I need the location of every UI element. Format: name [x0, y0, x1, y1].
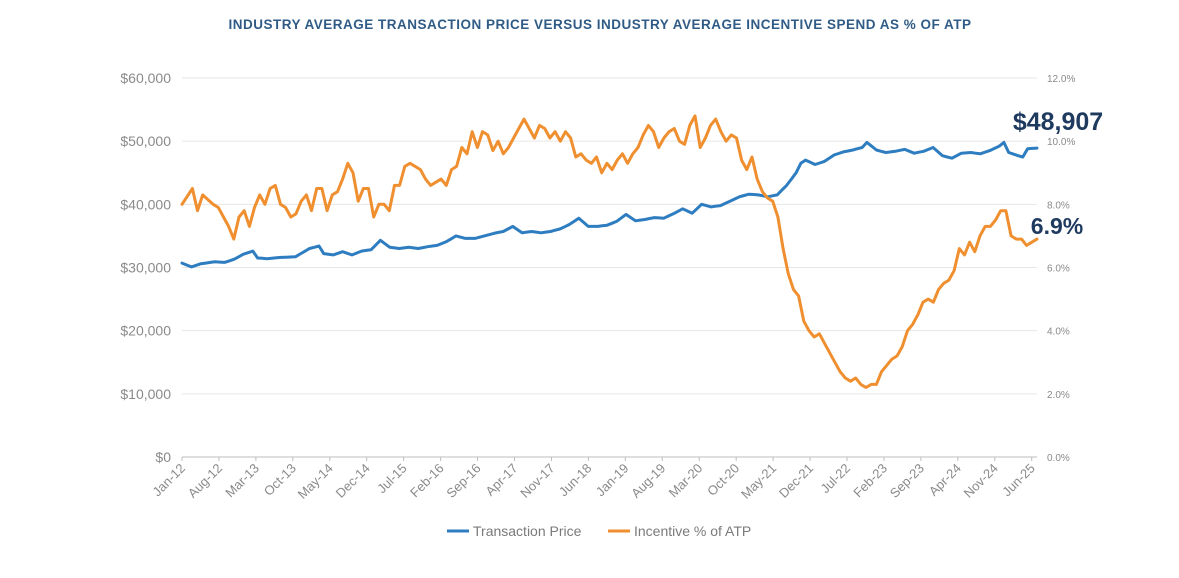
y-axis-right: 0.0% 2.0% 4.0% 6.0% 8.0% 10.0% 12.0% [1047, 74, 1075, 464]
x-tick-label: Jan-12 [149, 461, 188, 500]
y-right-tick-label: 0.0% [1047, 453, 1070, 464]
y-right-tick-label: 4.0% [1047, 327, 1070, 338]
y-right-tick-label: 10.0% [1047, 137, 1075, 148]
y-left-tick-label: $40,000 [120, 196, 171, 212]
x-tick-label: May-21 [738, 461, 779, 502]
y-left-tick-label: $10,000 [120, 386, 171, 402]
x-tick-label: Oct-20 [704, 461, 742, 499]
y-right-tick-label: 6.0% [1047, 264, 1070, 275]
x-tick-label: Nov-24 [961, 461, 1001, 501]
series-lines [180, 114, 1039, 389]
x-tick-label: May-14 [295, 461, 336, 502]
annotation-transaction-last: $48,907 [1013, 108, 1103, 136]
grid-lines [182, 77, 1037, 458]
x-tick-label: Mar-13 [222, 461, 262, 501]
legend: Transaction Price Incentive % of ATP [447, 523, 751, 539]
series-line-incentive-pct [180, 114, 1039, 389]
x-tick-label: Jan-19 [593, 461, 632, 500]
y-left-tick-label: $30,000 [120, 260, 171, 276]
x-tick-label: Feb-16 [407, 461, 447, 501]
x-tick-label: Dec-21 [776, 461, 816, 501]
annotation-incentive-last: 6.9% [1031, 213, 1083, 239]
y-right-tick-label: 8.0% [1047, 200, 1070, 211]
y-right-tick-label: 2.0% [1047, 390, 1070, 401]
series-line-transaction-price [180, 140, 1039, 269]
x-tick-label: Dec-14 [333, 461, 373, 501]
x-tick-label: Jul-22 [817, 461, 853, 497]
x-tick-label: Feb-23 [850, 461, 890, 501]
x-tick-label: Jun-25 [999, 461, 1038, 500]
x-tick-label: Jun-18 [556, 461, 595, 500]
x-tick-label: Apr-24 [926, 461, 964, 499]
x-tick-label: Sep-16 [443, 461, 483, 501]
y-axis-left: $0 $10,000 $20,000 $30,000 $40,000 $50,000 $60… [120, 70, 171, 465]
x-tick-label: Oct-13 [261, 461, 299, 499]
y-left-tick-label: $50,000 [120, 133, 171, 149]
chart-title: INDUSTRY AVERAGE TRANSACTION PRICE VERSU… [228, 17, 971, 32]
y-right-tick-label: 12.0% [1047, 74, 1075, 85]
x-tick-label: Jul-15 [374, 461, 410, 497]
legend-label-transaction: Transaction Price [473, 523, 582, 539]
legend-label-incentive: Incentive % of ATP [634, 523, 751, 539]
x-tick-label: Aug-19 [628, 461, 668, 501]
x-tick-label: Sep-23 [887, 461, 927, 501]
x-tick-label: Apr-17 [482, 461, 520, 499]
x-tick-label: Aug-12 [185, 461, 225, 501]
y-left-tick-label: $60,000 [120, 70, 171, 86]
y-left-tick-label: $0 [155, 449, 171, 465]
x-tick-label: Mar-20 [666, 461, 706, 501]
x-tick-label: Nov-17 [517, 461, 557, 501]
y-left-tick-label: $20,000 [120, 323, 171, 339]
